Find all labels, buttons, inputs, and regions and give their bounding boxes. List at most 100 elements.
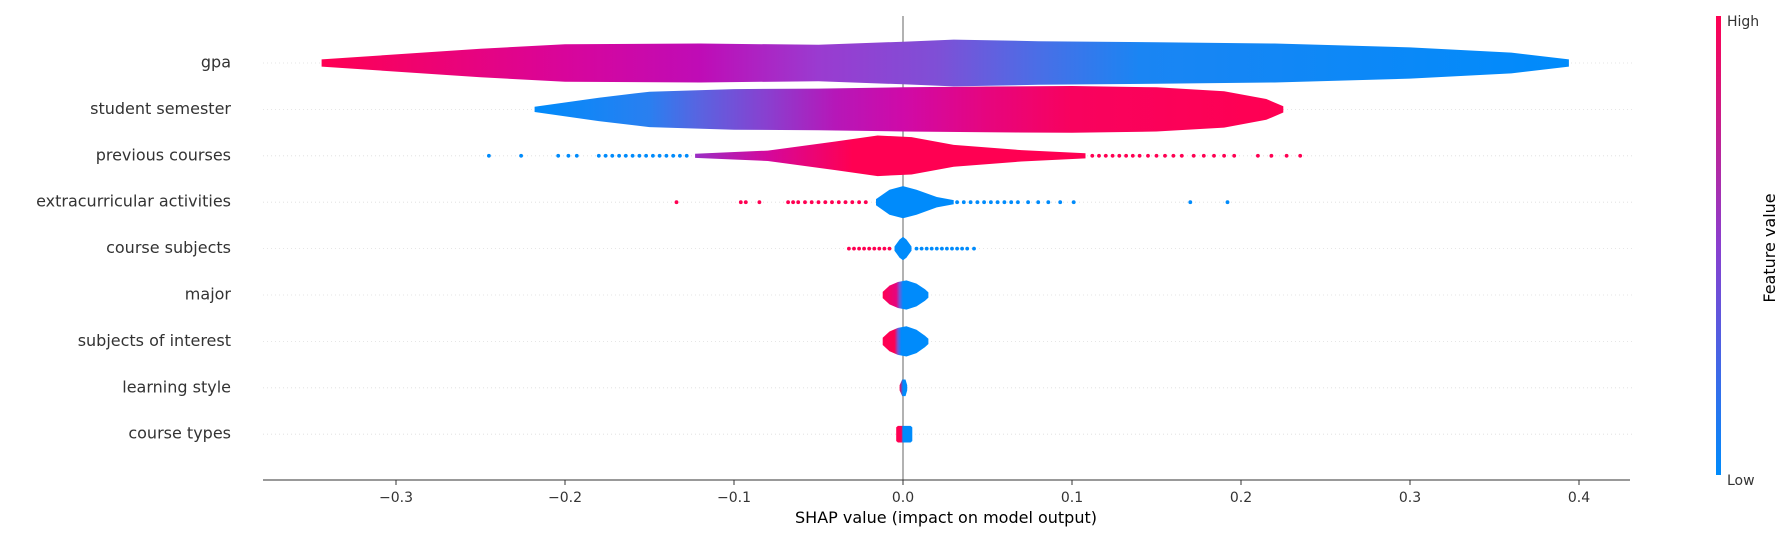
dot-previous-courses-34 <box>1212 153 1216 158</box>
dot-previous-courses-28 <box>1154 153 1159 158</box>
colorbar <box>1716 16 1721 475</box>
dot-extracurricular-activities-31 <box>1071 200 1076 205</box>
dot-course-subjects-13 <box>934 246 939 251</box>
dot-extracurricular-activities-11 <box>830 200 834 205</box>
outlier-dots-layer <box>487 153 1303 251</box>
violin-major <box>882 280 929 310</box>
dot-previous-courses-20 <box>1097 153 1101 158</box>
violin-layer <box>321 39 1569 443</box>
dot-course-subjects-20 <box>972 246 976 251</box>
dot-course-subjects-18 <box>960 246 964 251</box>
dot-previous-courses-29 <box>1163 153 1167 158</box>
dot-course-subjects-15 <box>945 246 949 251</box>
dot-extracurricular-activities-26 <box>1016 200 1020 205</box>
dot-extracurricular-activities-1 <box>738 200 743 205</box>
feature-label-subjects-of-interest: subjects of interest <box>78 331 231 350</box>
dot-previous-courses-24 <box>1124 153 1128 158</box>
dot-previous-courses-27 <box>1146 153 1150 158</box>
dot-course-subjects-0 <box>847 246 851 251</box>
x-tick-label: −0.3 <box>379 490 413 506</box>
feature-label-extracurricular-activities: extracurricular activities <box>36 192 231 211</box>
dot-extracurricular-activities-2 <box>743 200 748 205</box>
x-axis-title: SHAP value (impact on model output) <box>795 508 1097 527</box>
dot-previous-courses-11 <box>637 153 642 158</box>
x-axis-ticks: −0.3 −0.2 −0.1 0.0 0.1 0.2 0.3 0.4 <box>379 480 1590 506</box>
dot-previous-courses-9 <box>623 153 628 158</box>
dot-extracurricular-activities-32 <box>1188 200 1193 205</box>
dot-previous-courses-35 <box>1222 153 1226 158</box>
x-tick-label: −0.1 <box>717 490 751 506</box>
colorbar-low-label: Low <box>1727 473 1755 489</box>
dot-previous-courses-25 <box>1130 153 1135 158</box>
dot-previous-courses-19 <box>1090 153 1095 158</box>
violin-course-types <box>896 425 913 443</box>
dot-course-subjects-4 <box>867 246 872 251</box>
dot-previous-courses-5 <box>596 153 601 158</box>
dot-previous-courses-15 <box>664 153 669 158</box>
dot-extracurricular-activities-17 <box>955 200 959 205</box>
x-tick-label: 0.4 <box>1568 490 1590 506</box>
dot-previous-courses-33 <box>1201 153 1206 158</box>
dot-course-subjects-7 <box>882 246 887 251</box>
dot-extracurricular-activities-33 <box>1225 200 1230 205</box>
dot-extracurricular-activities-13 <box>843 200 848 205</box>
dot-previous-courses-32 <box>1191 153 1196 158</box>
violin-subjects-of-interest <box>882 326 929 357</box>
dot-extracurricular-activities-28 <box>1036 200 1041 205</box>
dot-previous-courses-30 <box>1171 153 1176 158</box>
dot-previous-courses-18 <box>684 153 689 158</box>
violin-previous-courses <box>695 135 1086 177</box>
violin-learning-style <box>899 379 908 397</box>
dot-course-subjects-14 <box>940 246 944 251</box>
dot-course-subjects-10 <box>919 246 924 251</box>
dot-course-subjects-19 <box>965 246 970 251</box>
dot-previous-courses-40 <box>1298 153 1303 158</box>
dot-previous-courses-37 <box>1256 153 1260 158</box>
dot-previous-courses-26 <box>1137 153 1142 158</box>
dot-extracurricular-activities-8 <box>809 200 814 205</box>
dot-course-subjects-6 <box>877 246 882 251</box>
violin-student-semester <box>534 86 1284 133</box>
dot-extracurricular-activities-14 <box>850 200 855 205</box>
dot-course-subjects-8 <box>887 246 892 251</box>
dot-course-subjects-11 <box>924 246 929 251</box>
dot-previous-courses-4 <box>574 153 579 158</box>
dot-previous-courses-23 <box>1117 153 1122 158</box>
violin-gpa <box>321 39 1569 87</box>
dot-extracurricular-activities-27 <box>1026 200 1030 205</box>
dot-extracurricular-activities-7 <box>803 200 807 205</box>
dot-previous-courses-39 <box>1284 153 1289 158</box>
colorbar-title: Feature value <box>1760 193 1779 302</box>
dot-previous-courses-22 <box>1110 153 1115 158</box>
dot-previous-courses-1 <box>519 153 523 158</box>
dot-previous-courses-10 <box>630 153 635 158</box>
dot-extracurricular-activities-25 <box>1009 200 1014 205</box>
feature-label-learning-style: learning style <box>122 377 231 396</box>
dot-extracurricular-activities-30 <box>1058 200 1063 205</box>
dot-extracurricular-activities-15 <box>857 200 861 205</box>
x-tick-label: 0.3 <box>1399 490 1421 506</box>
feature-label-course-subjects: course subjects <box>106 238 231 257</box>
dot-previous-courses-16 <box>671 153 676 158</box>
dot-course-subjects-17 <box>955 246 959 251</box>
feature-label-previous-courses: previous courses <box>96 145 231 164</box>
feature-label-course-types: course types <box>128 424 231 443</box>
dot-extracurricular-activities-24 <box>1002 200 1007 205</box>
x-tick-label: −0.2 <box>548 490 582 506</box>
dot-previous-courses-36 <box>1232 153 1237 158</box>
dot-course-subjects-3 <box>862 246 866 251</box>
dot-course-subjects-1 <box>852 246 856 251</box>
dot-extracurricular-activities-9 <box>816 200 821 205</box>
feature-label-major: major <box>185 285 232 304</box>
dot-previous-courses-14 <box>657 153 662 158</box>
dot-extracurricular-activities-10 <box>823 200 828 205</box>
violin-extracurricular-activities <box>876 186 954 219</box>
dot-previous-courses-17 <box>678 153 682 158</box>
dot-extracurricular-activities-20 <box>975 200 980 205</box>
dot-previous-courses-7 <box>610 153 615 158</box>
dot-previous-courses-21 <box>1103 153 1108 158</box>
dot-extracurricular-activities-3 <box>757 200 762 205</box>
dot-extracurricular-activities-16 <box>863 200 868 205</box>
dot-extracurricular-activities-18 <box>961 200 966 205</box>
